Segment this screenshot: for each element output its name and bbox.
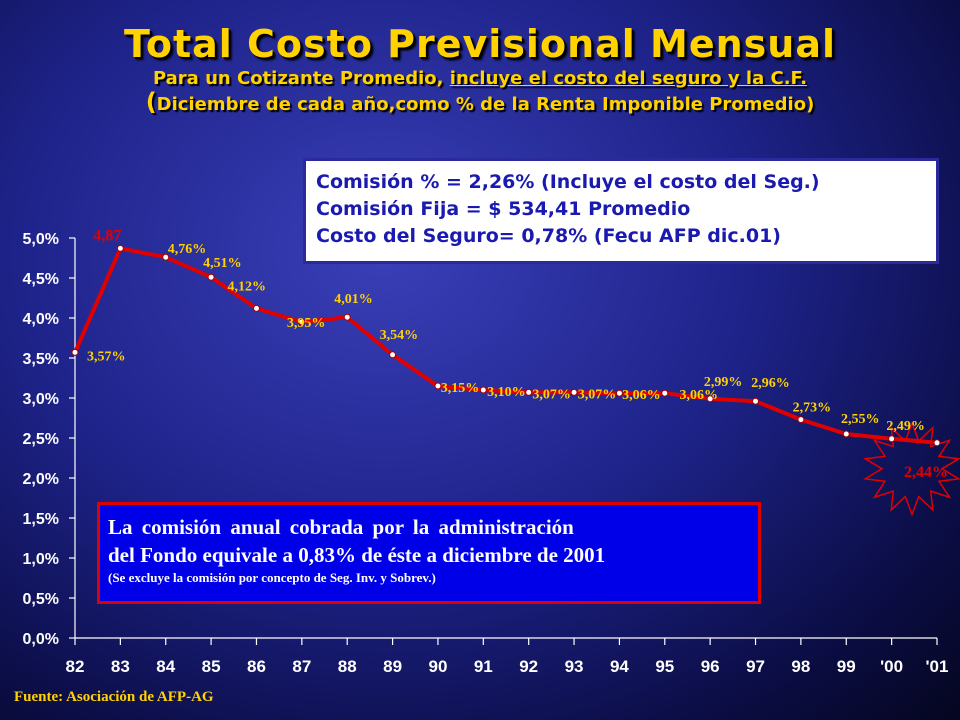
- data-point: [434, 382, 442, 390]
- x-tick-label: 94: [610, 657, 629, 676]
- x-tick-label: 85: [202, 657, 221, 676]
- y-tick-label: 2,5%: [23, 431, 59, 448]
- note-line-2: del Fondo equivale a 0,83% de éste a dic…: [108, 543, 606, 567]
- data-label: 4,01%: [334, 292, 373, 307]
- data-label: 4,12%: [227, 279, 266, 294]
- x-tick-label: 99: [837, 657, 856, 676]
- x-tick-label: 87: [292, 657, 311, 676]
- fund-commission-note: La comisión anual cobrada por la adminis…: [97, 502, 761, 604]
- x-tick-label: 82: [66, 657, 85, 676]
- data-label: 2,73%: [793, 401, 832, 416]
- data-point: [116, 244, 124, 252]
- highlight-starburst: [862, 421, 960, 517]
- y-tick-label: 3,5%: [23, 351, 59, 368]
- chart-subtitle: Para un Cotizante Promedio, incluye el c…: [0, 68, 960, 90]
- data-label: 4,51%: [203, 256, 242, 271]
- subtitle2-close-paren: ): [806, 94, 815, 115]
- series-line: [73, 246, 938, 445]
- y-tick-label: 1,0%: [23, 551, 59, 568]
- data-label: 4,87: [93, 227, 121, 244]
- y-tick-label: 3,0%: [23, 391, 59, 408]
- note-line-3: (Se excluye la comisión por concepto de …: [108, 570, 436, 585]
- x-tick-label: 90: [428, 657, 447, 676]
- x-tick-label: 91: [474, 657, 493, 676]
- data-point: [752, 397, 760, 405]
- subtitle2-open-paren: (: [145, 88, 157, 116]
- x-tick-label: 86: [247, 657, 266, 676]
- x-tick-label: '01: [926, 657, 949, 676]
- x-tick-label: 95: [655, 657, 674, 676]
- data-label: 3,07%: [532, 387, 571, 402]
- header: Total Costo Previsional Mensual Para un …: [0, 22, 960, 117]
- data-label: 3,54%: [380, 328, 419, 343]
- data-label: 2,44%: [904, 464, 948, 481]
- x-tick-label: 96: [701, 657, 720, 676]
- data-label: 2,96%: [751, 376, 790, 391]
- data-point: [479, 386, 487, 394]
- x-tick-label: 89: [383, 657, 402, 676]
- data-point: [615, 389, 623, 397]
- y-tick-label: 1,5%: [23, 511, 59, 528]
- info-line-1: Comisión % = 2,26% (Incluye el costo del…: [316, 171, 820, 193]
- x-tick-label: 84: [156, 657, 175, 676]
- data-point: [389, 351, 397, 359]
- data-label: 3,57%: [87, 349, 126, 364]
- chart-subtitle-2: (Diciembre de cada año,como % de la Rent…: [0, 90, 960, 117]
- data-point: [842, 430, 850, 438]
- y-tick-label: 0,5%: [23, 591, 59, 608]
- x-tick-label: '00: [880, 657, 903, 676]
- data-label: 3,10%: [487, 385, 526, 400]
- note-line-1: La comisión anual cobrada por la adminis…: [108, 515, 574, 539]
- data-label: 2,55%: [841, 412, 880, 427]
- info-line-2: Comisión Fija = $ 534,41 Promedio: [316, 198, 691, 220]
- data-label: 3,06%: [622, 388, 661, 403]
- y-tick-label: 4,0%: [23, 311, 59, 328]
- data-label: 3,07%: [578, 387, 617, 402]
- x-tick-label: 98: [791, 657, 810, 676]
- data-point: [343, 313, 351, 321]
- chart-title: Total Costo Previsional Mensual: [124, 22, 836, 66]
- y-tick-label: 2,0%: [23, 471, 59, 488]
- subtitle2-text: Diciembre de cada año,como % de la Renta…: [156, 94, 807, 115]
- y-tick-label: 0,0%: [23, 631, 59, 648]
- data-point: [252, 304, 260, 312]
- data-point: [797, 416, 805, 424]
- data-point: [71, 348, 79, 356]
- data-label: 3,95%: [287, 316, 326, 331]
- source-note: Fuente: Asociación de AFP-AG: [14, 689, 214, 705]
- data-point: [207, 273, 215, 281]
- data-label: 2,49%: [886, 419, 925, 434]
- data-point: [706, 395, 714, 403]
- subtitle-prefix: Para un Cotizante Promedio,: [152, 68, 450, 89]
- data-point: [525, 388, 533, 396]
- info-line-3: Costo del Seguro= 0,78% (Fecu AFP dic.01…: [316, 225, 781, 247]
- subtitle-underlined: incluye el costo del seguro y la C.F.: [449, 68, 808, 89]
- data-label: 3,15%: [441, 381, 480, 396]
- x-tick-label: 93: [565, 657, 584, 676]
- data-point: [661, 389, 669, 397]
- x-tick-label: 97: [746, 657, 765, 676]
- commission-info-box: Comisión % = 2,26% (Incluye el costo del…: [303, 158, 939, 264]
- x-tick-label: 83: [111, 657, 130, 676]
- y-tick-label: 5,0%: [23, 231, 59, 248]
- data-point: [933, 439, 941, 447]
- data-point: [888, 435, 896, 443]
- y-tick-label: 4,5%: [23, 271, 59, 288]
- data-point: [570, 388, 578, 396]
- data-point: [162, 253, 170, 261]
- x-tick-label: 88: [338, 657, 357, 676]
- data-label: 2,99%: [704, 375, 743, 390]
- data-point: [298, 318, 306, 326]
- x-tick-label: 92: [519, 657, 538, 676]
- data-label: 4,76%: [168, 242, 207, 257]
